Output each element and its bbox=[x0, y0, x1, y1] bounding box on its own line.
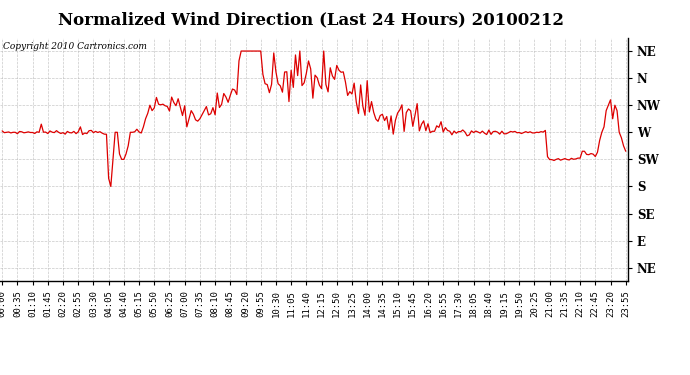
Text: Normalized Wind Direction (Last 24 Hours) 20100212: Normalized Wind Direction (Last 24 Hours… bbox=[57, 11, 564, 28]
Text: Copyright 2010 Cartronics.com: Copyright 2010 Cartronics.com bbox=[3, 42, 147, 51]
